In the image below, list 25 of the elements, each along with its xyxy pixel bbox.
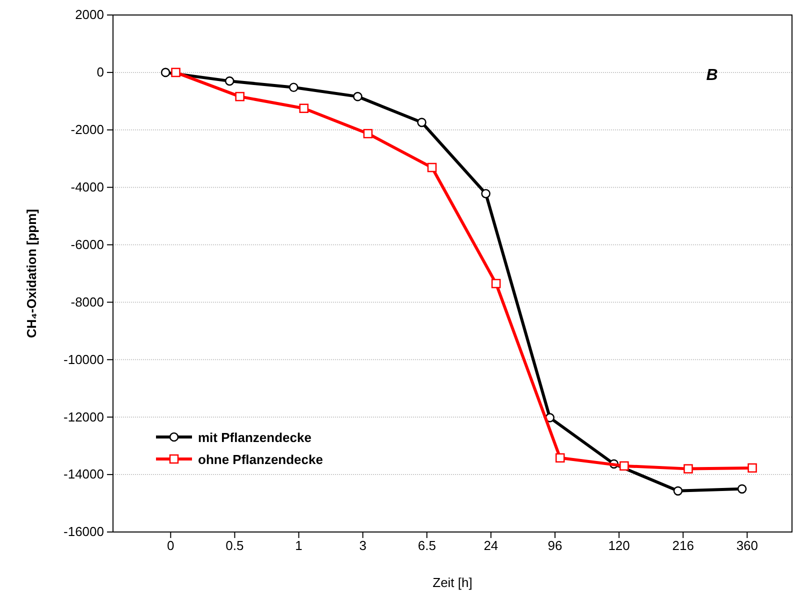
y-tick-label: -8000 xyxy=(70,294,104,310)
x-tick-label: 6.5 xyxy=(418,538,436,554)
legend-label: mit Pflanzendecke xyxy=(198,430,312,445)
y-tick-label: -4000 xyxy=(70,179,104,194)
x-tick-label: 3 xyxy=(359,538,366,554)
y-tick-label: -16000 xyxy=(64,524,104,540)
x-tick-label: 120 xyxy=(608,538,630,554)
y-axis-title: CH₄-Oxidation [ppm] xyxy=(24,209,39,338)
x-tick-label: 1 xyxy=(295,538,302,554)
x-tick-label: 96 xyxy=(548,538,562,554)
y-tick-label: -12000 xyxy=(64,409,104,424)
y-tick-label: -6000 xyxy=(70,236,104,252)
y-tick-label: -10000 xyxy=(64,352,104,367)
y-tick-label: -2000 xyxy=(70,122,104,138)
x-tick-label: 0 xyxy=(167,538,174,554)
legend-label: ohne Pflanzendecke xyxy=(198,452,323,467)
y-tick-label: 2000 xyxy=(75,7,104,22)
y-tick-label: -14000 xyxy=(64,466,104,482)
x-tick-label: 360 xyxy=(736,538,758,554)
x-tick-label: 0.5 xyxy=(226,538,244,554)
y-tick-label: 0 xyxy=(96,64,104,80)
x-tick-label: 216 xyxy=(672,538,694,554)
annotation: B xyxy=(706,67,718,84)
x-tick-label: 24 xyxy=(484,538,498,554)
x-axis-title: Zeit [h] xyxy=(432,575,472,590)
